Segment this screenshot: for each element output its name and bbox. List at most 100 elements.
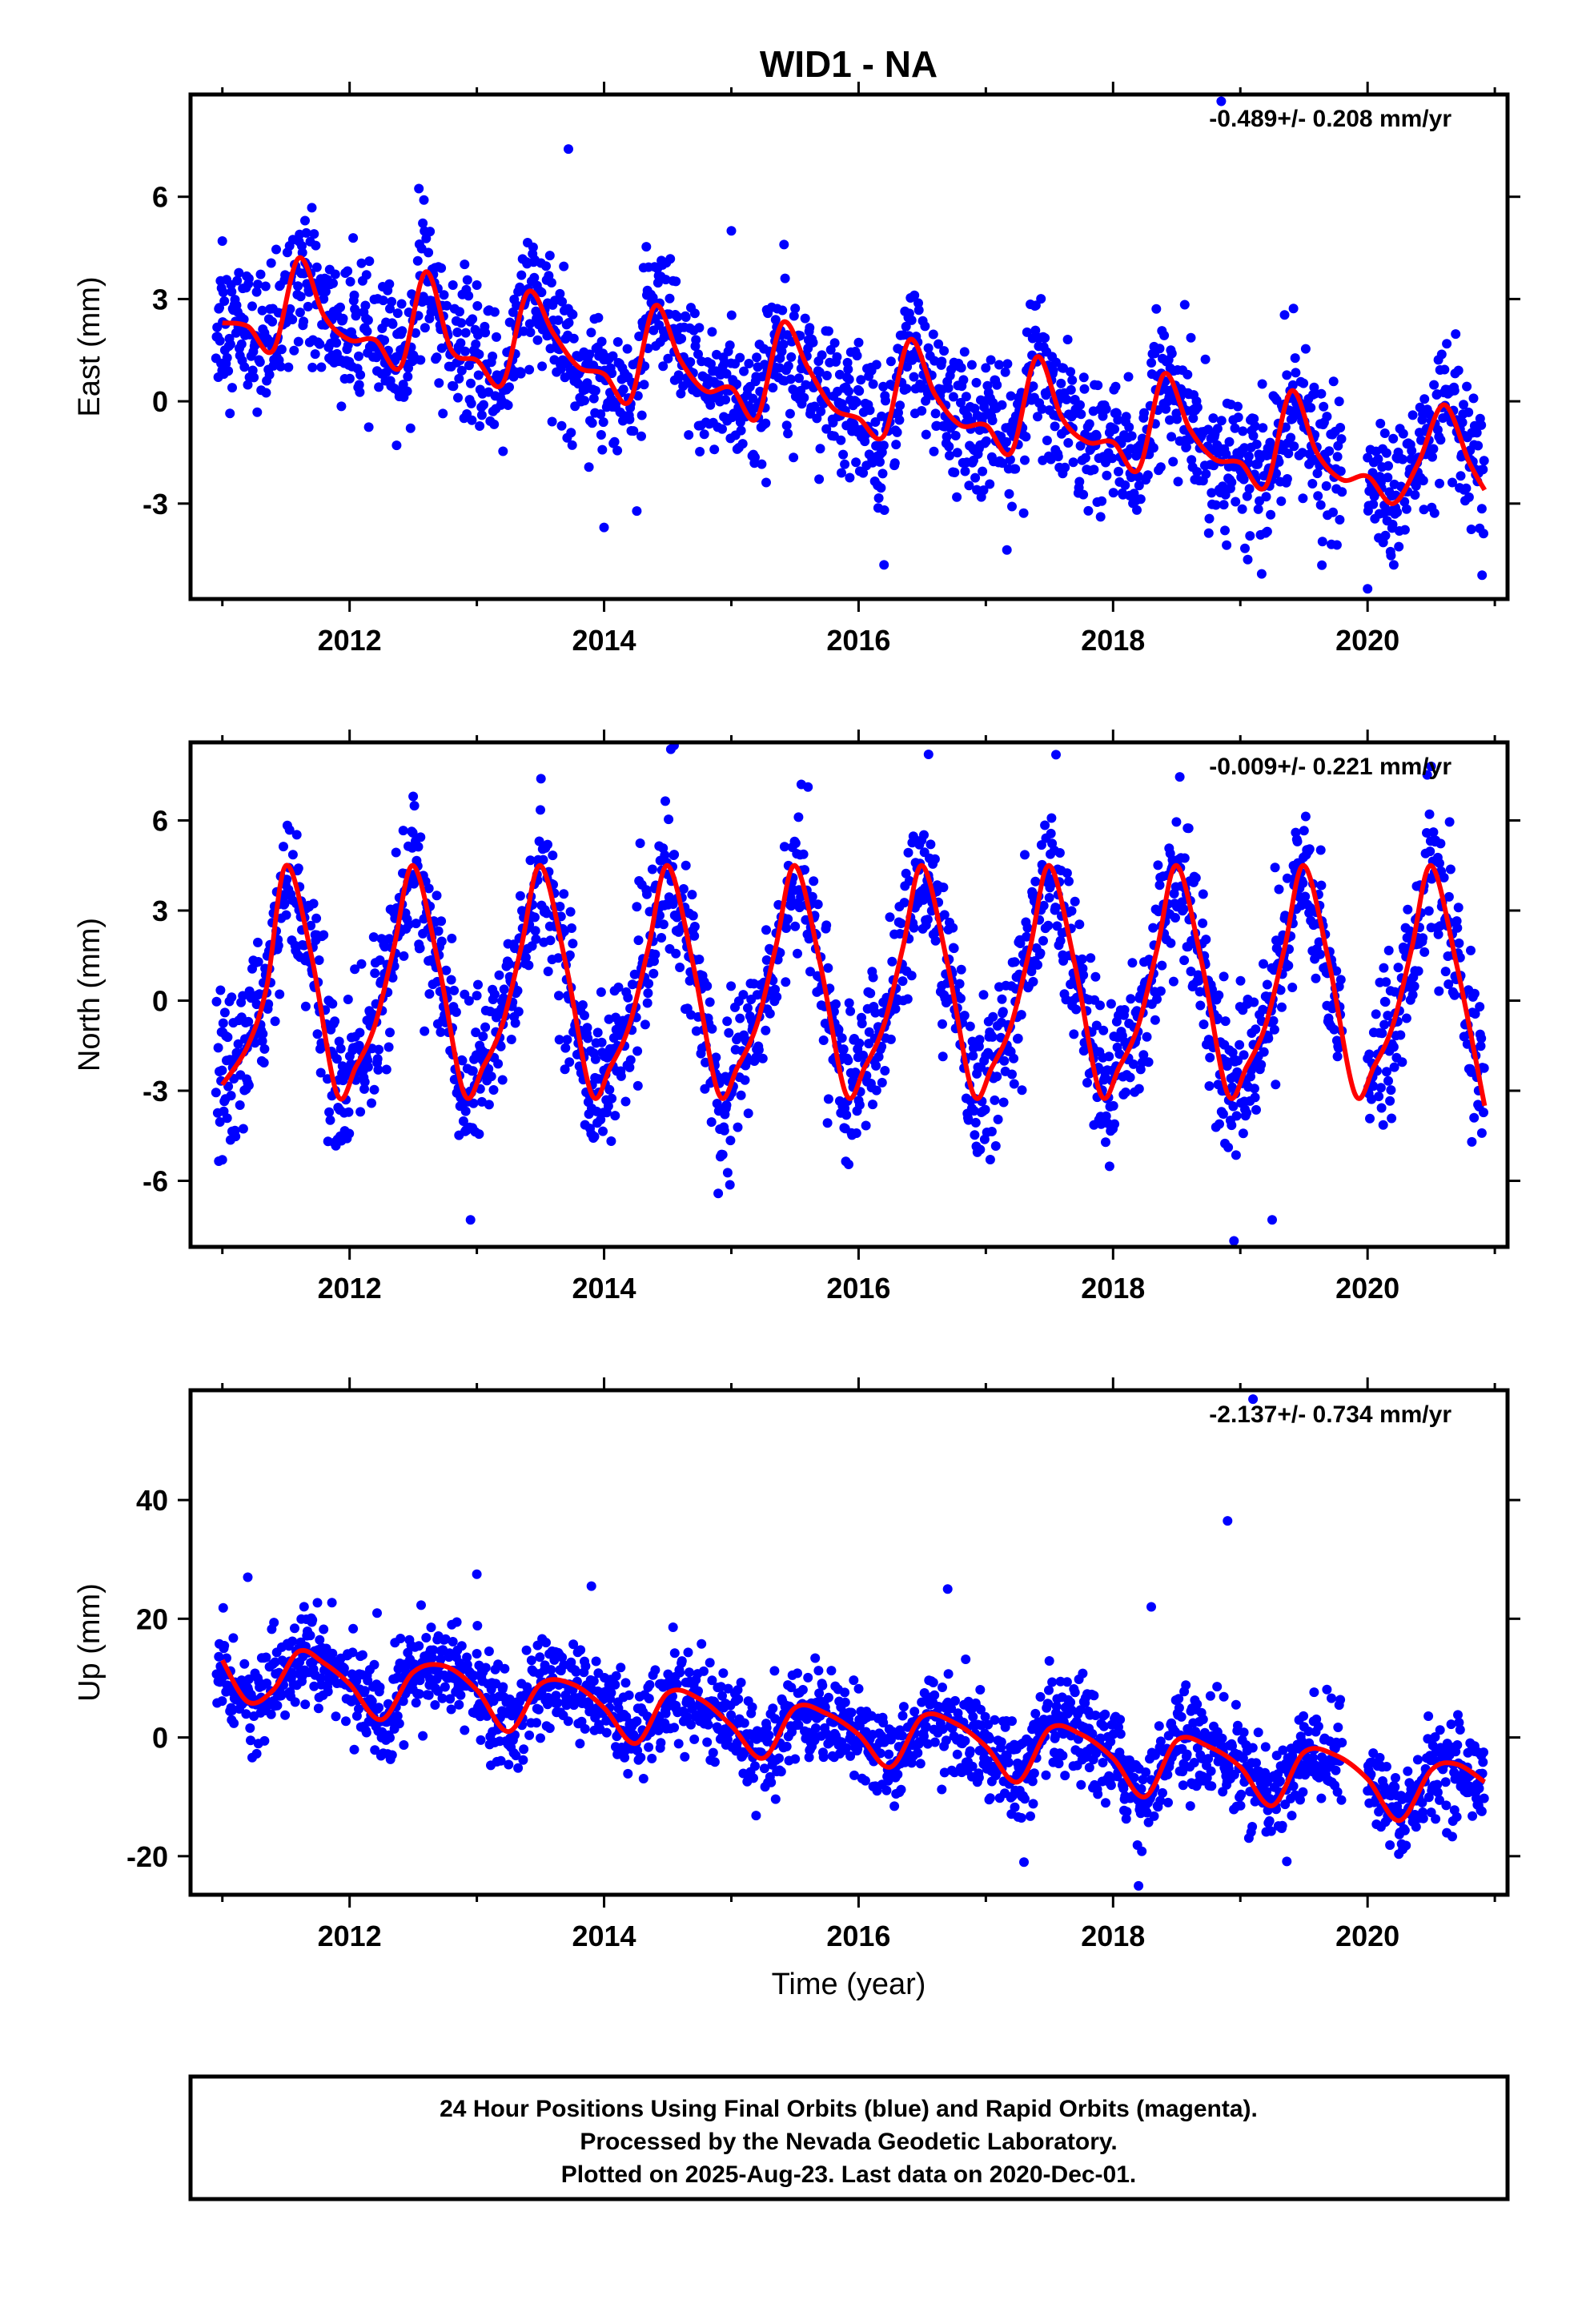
data-point [218, 1602, 228, 1613]
data-point [217, 1155, 227, 1165]
data-point [1006, 391, 1016, 401]
data-point [1380, 530, 1391, 541]
data-point [535, 1652, 545, 1663]
data-point [279, 842, 288, 852]
y-tick-label: -3 [143, 488, 168, 521]
data-point [373, 1064, 383, 1075]
x-tick-label: 2012 [318, 1272, 382, 1305]
data-point [367, 1098, 376, 1108]
data-point [1328, 376, 1339, 387]
data-point [1078, 489, 1089, 500]
data-point [408, 791, 419, 802]
data-point [837, 1033, 847, 1043]
data-point [251, 999, 262, 1010]
data-point [999, 1055, 1010, 1066]
data-point [588, 393, 599, 404]
data-point [564, 1057, 575, 1068]
data-point [1453, 365, 1464, 376]
data-point [363, 422, 374, 432]
data-point [1397, 1057, 1407, 1068]
data-point [1030, 300, 1041, 311]
data-point [1095, 512, 1106, 522]
data-point [841, 1110, 852, 1120]
data-point [1385, 1096, 1395, 1106]
data-point [217, 1065, 227, 1076]
data-point [768, 1703, 778, 1714]
data-point [1120, 480, 1130, 490]
data-point [609, 436, 620, 447]
data-point [844, 1160, 853, 1169]
data-point [919, 830, 929, 840]
data-point [440, 1634, 451, 1644]
data-point [780, 273, 790, 283]
data-point [1002, 359, 1013, 369]
data-point [1332, 452, 1343, 462]
data-point [238, 991, 248, 1001]
data-point [1046, 454, 1056, 464]
data-point [677, 1656, 687, 1667]
data-point [582, 1023, 592, 1033]
data-point [1387, 520, 1398, 529]
data-point [1201, 935, 1211, 945]
data-point [1428, 827, 1439, 838]
data-point [1300, 811, 1311, 822]
data-point [1026, 967, 1037, 976]
data-point [1419, 505, 1429, 515]
data-point [532, 335, 543, 345]
data-point [473, 979, 483, 990]
data-point [1449, 385, 1460, 396]
data-point [496, 1755, 506, 1766]
data-point [411, 1698, 421, 1708]
data-point [301, 227, 311, 238]
data-point [1033, 959, 1042, 970]
data-point [620, 1096, 631, 1107]
data-point [489, 419, 500, 429]
data-point [1192, 467, 1203, 477]
data-point [943, 383, 954, 393]
data-point [518, 1755, 528, 1765]
data-point [895, 400, 905, 411]
data-point [433, 926, 444, 936]
data-point [858, 468, 869, 478]
data-point [1219, 971, 1229, 982]
data-point [448, 280, 458, 290]
data-point [1028, 381, 1038, 392]
data-point [634, 332, 644, 341]
data-point [512, 300, 522, 311]
data-point [648, 292, 658, 303]
data-point [411, 328, 420, 338]
data-point [840, 459, 850, 469]
data-point [893, 408, 903, 418]
data-point [876, 483, 886, 493]
data-point [1401, 1013, 1411, 1023]
data-point [790, 1754, 801, 1764]
data-point [359, 1686, 370, 1696]
data-point [1290, 353, 1300, 364]
data-point [719, 1125, 729, 1136]
data-point [701, 1057, 711, 1068]
data-point [354, 1704, 363, 1714]
data-point [639, 380, 649, 390]
data-point [391, 440, 402, 451]
data-point [519, 1744, 529, 1755]
data-point [1223, 1142, 1234, 1152]
data-point [739, 1718, 749, 1728]
data-point [963, 1115, 974, 1125]
data-point [421, 1633, 432, 1642]
data-point [411, 919, 421, 929]
data-point [644, 1742, 654, 1752]
data-point [385, 1027, 395, 1038]
data-point [1182, 369, 1193, 380]
data-point [399, 951, 409, 961]
data-point [969, 1106, 979, 1116]
data-point [436, 916, 447, 927]
data-point [396, 1634, 406, 1643]
data-point [479, 400, 488, 410]
data-point [1078, 970, 1089, 980]
data-point [735, 1013, 745, 1023]
data-point [253, 937, 263, 947]
data-point [1021, 432, 1031, 442]
data-point [1077, 954, 1087, 964]
data-point [1389, 1062, 1399, 1072]
data-point [1000, 367, 1010, 377]
